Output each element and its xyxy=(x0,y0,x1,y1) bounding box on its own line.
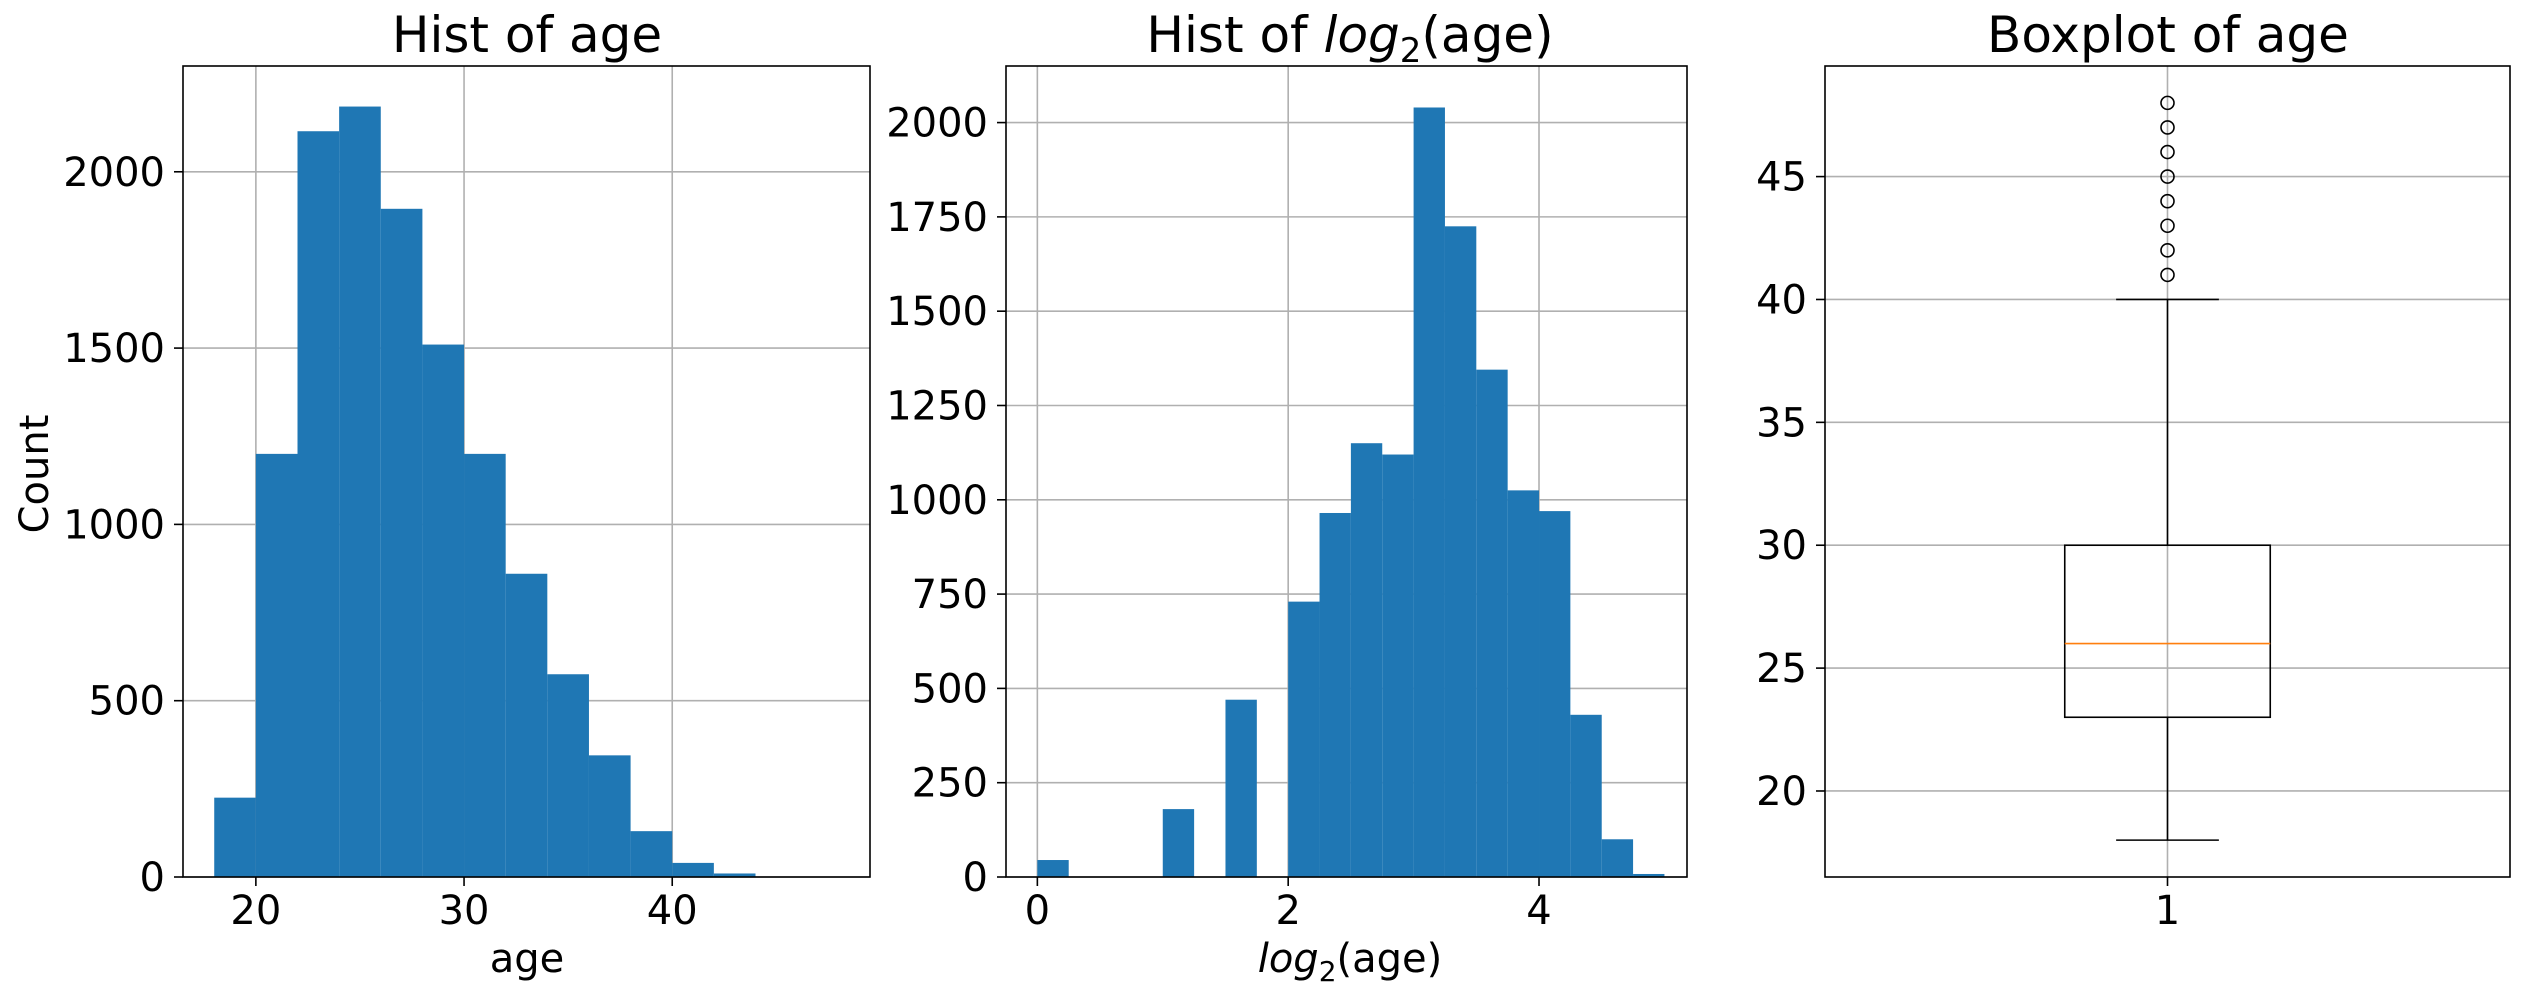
histogram-bar xyxy=(255,453,298,877)
outlier-point xyxy=(2160,218,2175,234)
histogram-bar xyxy=(1162,809,1195,877)
y-tick-label: 2000 xyxy=(63,150,165,196)
histogram-bar xyxy=(713,873,756,877)
y-tick-label: 25 xyxy=(1756,646,1807,692)
outlier-point xyxy=(2160,169,2175,184)
histogram-bar xyxy=(1225,699,1257,877)
histogram-bar xyxy=(630,831,673,877)
hist-age-xlabel: age xyxy=(490,936,565,982)
histogram-bar xyxy=(422,344,465,877)
boxplot-age-title: Boxplot of age xyxy=(1987,6,2349,64)
hist-age-panel: Hist of age 20 30 40 0 500 1000 1500 2000 age C… xyxy=(12,6,871,982)
y-tick-label: 35 xyxy=(1756,400,1807,446)
outlier-point xyxy=(2160,120,2175,135)
outlier-point xyxy=(2160,267,2175,283)
x-tick-label: 20 xyxy=(230,888,281,934)
y-tick-label: 250 xyxy=(912,761,988,807)
x-tick-label: 30 xyxy=(439,888,490,934)
outlier-point xyxy=(2160,95,2175,111)
y-tick-label: 1750 xyxy=(886,195,988,241)
hist-log2-age-frame xyxy=(1005,65,1688,878)
x-tick-label: 2 xyxy=(1275,888,1300,934)
histogram-bar xyxy=(1539,511,1571,877)
hist-log2-age-xlabel: log2(age) xyxy=(1258,936,1443,988)
histogram-bar xyxy=(1633,873,1665,877)
y-tick-label: 1000 xyxy=(886,478,988,524)
x-tick-label: 4 xyxy=(1526,888,1551,934)
histogram-bar xyxy=(547,674,589,877)
histogram-bar xyxy=(1288,601,1320,877)
y-tick-label: 30 xyxy=(1756,523,1807,569)
hist-age-title: Hist of age xyxy=(392,6,662,64)
histogram-bar xyxy=(1570,714,1602,877)
histogram-bar xyxy=(1350,443,1383,877)
y-tick-label: 2000 xyxy=(886,101,988,147)
y-tick-label: 500 xyxy=(912,666,988,712)
hist-age-ylabel: Count xyxy=(12,415,58,534)
histogram-bar xyxy=(1319,512,1351,877)
y-tick-label: 40 xyxy=(1756,277,1807,323)
x-tick-label: 0 xyxy=(1025,888,1050,934)
y-tick-label: 750 xyxy=(912,572,988,618)
histogram-bar xyxy=(214,797,256,877)
histogram-bar xyxy=(588,755,631,877)
y-tick-label: 0 xyxy=(140,855,165,901)
histogram-bar xyxy=(1413,107,1445,877)
outlier-point xyxy=(2160,243,2175,258)
x-tick-label: 40 xyxy=(647,888,698,934)
hist-log2-age-panel: Hist of log2(age) 0 2 4 0 250 500 750 1000 1250 1… xyxy=(886,6,1688,988)
y-tick-label: 1500 xyxy=(63,326,165,372)
y-tick-label: 0 xyxy=(963,855,988,901)
histogram-bar xyxy=(464,453,506,877)
outlier-point xyxy=(2160,193,2175,209)
histogram-bar xyxy=(1444,226,1477,877)
histogram-bar xyxy=(339,106,381,878)
histogram-bar xyxy=(1507,490,1540,877)
histogram-bar xyxy=(297,131,340,877)
y-tick-label: 1000 xyxy=(63,502,165,548)
y-tick-label: 45 xyxy=(1756,155,1807,201)
histogram-bar xyxy=(380,208,423,877)
y-tick-label: 1250 xyxy=(886,383,988,429)
boxplot-age-panel: Boxplot of age 1 20 25 30 35 40 45 xyxy=(1756,6,2511,934)
histogram-bar xyxy=(1476,369,1508,877)
y-tick-label: 500 xyxy=(89,679,165,725)
x-tick-label: 1 xyxy=(2155,888,2180,934)
hist-log2-age-title: Hist of log2(age) xyxy=(1146,6,1553,71)
iqr-box xyxy=(2063,544,2272,719)
histogram-bar xyxy=(1601,839,1634,877)
histogram-bar xyxy=(1037,860,1069,877)
histogram-bar xyxy=(672,862,714,877)
histogram-bar xyxy=(1382,454,1414,877)
outlier-point xyxy=(2160,144,2175,160)
hist-age-frame xyxy=(182,65,871,878)
y-tick-label: 1500 xyxy=(886,289,988,335)
histogram-bar xyxy=(505,573,548,877)
y-tick-label: 20 xyxy=(1756,769,1807,815)
